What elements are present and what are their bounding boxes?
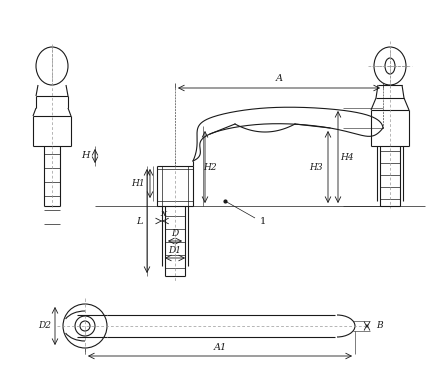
Text: H4: H4	[341, 153, 354, 162]
Text: H1: H1	[131, 179, 145, 188]
Text: H: H	[82, 152, 90, 161]
Text: L: L	[136, 217, 143, 226]
Text: D1: D1	[168, 246, 181, 255]
Text: H3: H3	[310, 162, 323, 171]
Text: D2: D2	[38, 321, 51, 331]
Text: 1: 1	[260, 217, 266, 226]
Text: D: D	[171, 229, 179, 238]
Text: A: A	[276, 74, 283, 83]
Text: B: B	[376, 321, 383, 331]
Text: X: X	[160, 210, 167, 218]
Text: A1: A1	[213, 343, 227, 352]
Text: H2: H2	[203, 162, 217, 171]
